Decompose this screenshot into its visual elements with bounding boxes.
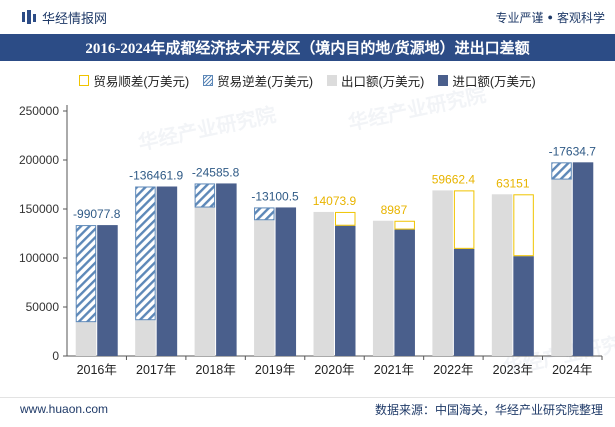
footer-url[interactable]: www.huaon.com — [20, 402, 109, 416]
x-tick-label-4: 2020年 — [314, 363, 354, 377]
legend-swatch-export — [327, 74, 337, 86]
import-bar-0 — [97, 225, 118, 356]
brand-name: 华经情报网 — [42, 10, 108, 26]
legend-swatch-deficit — [203, 74, 214, 86]
balance-label-3: -13100.5 — [251, 189, 299, 203]
export-bar-3 — [254, 220, 275, 356]
surplus-bar-5 — [394, 220, 415, 230]
import-bar-3 — [275, 207, 297, 356]
import-bar-1 — [156, 186, 178, 356]
tagline-left: 专业严谨 — [495, 10, 544, 25]
deficit-bar-1 — [135, 186, 156, 321]
y-tick-label-0: 0 — [52, 349, 59, 363]
footer-divider — [0, 397, 615, 398]
import-bar-4 — [335, 225, 356, 356]
export-bar-2 — [194, 207, 216, 356]
legend-label-deficit: 贸易逆差(万美元) — [217, 74, 313, 89]
y-tick-label-3: 150000 — [19, 202, 59, 216]
legend-swatch-import — [438, 74, 449, 86]
x-tick-label-1: 2017年 — [136, 363, 176, 377]
legend-item-deficit[interactable]: 贸易逆差(万美元) — [203, 71, 313, 90]
export-bar-7 — [491, 194, 513, 356]
balance-label-5: 8987 — [381, 203, 408, 217]
x-tick-label-8: 2024年 — [552, 363, 592, 377]
x-tick-label-2: 2018年 — [195, 363, 235, 377]
legend-label-import: 进口额(万美元) — [452, 74, 536, 89]
legend-item-import[interactable]: 进口额(万美元) — [438, 71, 536, 90]
import-bar-6 — [453, 248, 475, 356]
tagline-separator-icon: ● — [547, 12, 553, 22]
balance-label-4: 14073.9 — [313, 194, 357, 208]
tagline-right: 客观科学 — [556, 10, 605, 25]
data-source: 数据来源：中国海关，华经产业研究院整理 — [374, 402, 603, 417]
deficit-bar-8 — [551, 162, 572, 180]
x-tick-label-5: 2021年 — [374, 363, 414, 377]
x-tick-label-7: 2023年 — [493, 363, 533, 377]
legend-item-export[interactable]: 出口额(万美元) — [327, 71, 424, 90]
import-bar-8 — [572, 162, 594, 356]
import-bar-5 — [394, 229, 415, 356]
legend-item-surplus[interactable]: 贸易顺差(万美元) — [79, 71, 189, 90]
legend-label-export: 出口额(万美元) — [341, 74, 425, 89]
deficit-bar-0 — [75, 225, 97, 323]
y-tick-label-4: 200000 — [19, 153, 59, 167]
chart-legend: 贸易顺差(万美元) 贸易逆差(万美元) 出口额(万美元) 进口额(万美元) — [0, 71, 615, 89]
balance-label-2: -24585.8 — [192, 165, 240, 179]
balance-label-0: -99077.8 — [73, 207, 121, 221]
balance-label-7: 63151 — [496, 176, 530, 190]
deficit-bar-2 — [194, 183, 216, 208]
export-bar-6 — [432, 190, 453, 356]
export-bar-5 — [372, 220, 394, 356]
top-bar: 华经情报网 专业严谨 ● 客观科学 — [0, 0, 615, 34]
x-tick-label-6: 2022年 — [433, 363, 473, 377]
tagline: 专业严谨 ● 客观科学 — [496, 9, 605, 26]
legend-label-surplus: 贸易顺差(万美元) — [93, 74, 190, 89]
brand-logo-icon — [22, 10, 36, 24]
balance-label-1: -136461.9 — [129, 168, 183, 182]
surplus-bar-6 — [453, 190, 475, 249]
brand[interactable]: 华经情报网 — [22, 8, 107, 27]
export-bar-8 — [551, 179, 572, 356]
watermark-text-0: 华经产业研究院 — [136, 102, 278, 155]
x-tick-label-3: 2019年 — [255, 363, 295, 377]
watermark-text-1: 华经产业研究院 — [346, 82, 488, 135]
export-bar-0 — [75, 322, 97, 356]
import-bar-7 — [513, 256, 534, 356]
deficit-bar-3 — [254, 207, 275, 221]
surplus-bar-4 — [335, 211, 356, 226]
y-tick-label-2: 100000 — [19, 251, 59, 265]
balance-label-6: 59662.4 — [432, 172, 476, 186]
balance-label-8: -17634.7 — [549, 144, 597, 158]
y-tick-label-5: 250000 — [19, 104, 59, 118]
chart-title: 2016-2024年成都经济技术开发区（境内目的地/货源地）进出口差额 — [0, 34, 615, 61]
legend-swatch-surplus — [79, 74, 90, 86]
export-bar-4 — [313, 211, 334, 356]
export-bar-1 — [135, 320, 156, 356]
footer: www.huaon.com 数据来源：中国海关，华经产业研究院整理 — [0, 399, 615, 419]
y-tick-label-1: 50000 — [26, 300, 60, 314]
surplus-bar-7 — [513, 194, 534, 257]
import-bar-2 — [216, 183, 237, 356]
x-tick-label-0: 2016年 — [77, 363, 117, 377]
